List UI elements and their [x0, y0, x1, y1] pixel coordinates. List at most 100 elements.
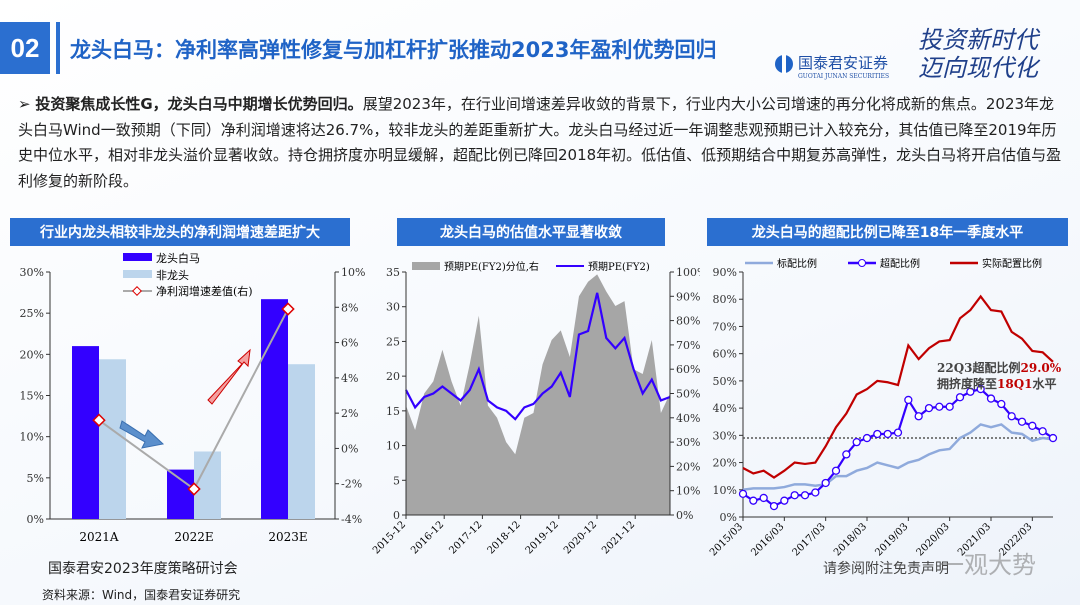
overweight-marker — [914, 412, 923, 421]
page-title: 龙头白马：净利率高弹性修复与加杠杆扩张推动2023年盈利优势回归 — [70, 38, 717, 62]
y-right-tick-label: 50% — [676, 388, 700, 401]
y-right-tick-label: 90% — [676, 290, 700, 303]
chart1-title: 行业内龙头相较非龙头的净利润增速差距扩大 — [10, 218, 350, 246]
legend-leader: 龙头白马 — [156, 251, 200, 265]
chart3-title: 龙头白马的超配比例已降至18年一季度水平 — [707, 218, 1068, 246]
watermark: 一观大势 — [940, 551, 1036, 579]
x-tick-label: 2015/03 — [708, 521, 745, 558]
x-tick-label: 2021A — [79, 530, 119, 544]
legend-diff-marker — [132, 286, 142, 296]
overweight-marker — [759, 493, 768, 503]
overweight-marker — [842, 450, 851, 459]
overweight-marker — [945, 402, 954, 411]
y-left-tick-label: 20% — [713, 457, 737, 470]
y-left-tick-label: 30% — [713, 429, 737, 442]
bar-leader — [72, 346, 99, 519]
overweight-marker — [769, 501, 779, 511]
overweight-marker — [1048, 433, 1058, 443]
slogan-line1: 投资新时代 — [918, 26, 1041, 54]
y-left-tick-label: 5% — [27, 472, 44, 485]
legend-marker — [858, 259, 866, 267]
legend-leader-swatch — [123, 253, 152, 261]
bullet-icon: ➢ — [18, 95, 31, 113]
overweight-marker — [1017, 417, 1027, 426]
y-left-tick-label: 30% — [20, 266, 44, 279]
logo-name: 国泰君安证券 — [798, 54, 888, 72]
y-left-tick-label: 60% — [713, 348, 737, 361]
y-right-tick-label: 6% — [341, 337, 358, 350]
y-left-tick-label: 0% — [720, 511, 737, 524]
x-tick-label: 2016-12 — [409, 519, 446, 556]
x-tick-label: 2018/03 — [832, 521, 869, 558]
diff-marker — [92, 413, 106, 427]
pe-line — [405, 292, 671, 421]
y-left-tick-label: 0 — [393, 509, 400, 522]
x-tick-label: 2019-12 — [524, 519, 561, 556]
diff-marker — [281, 302, 295, 316]
y-right-tick-label: 0% — [341, 442, 358, 455]
y-right-tick-label: 30% — [676, 436, 700, 449]
y-left-tick-label: 20 — [386, 370, 400, 383]
overweight-marker — [800, 491, 810, 500]
overweight-marker — [976, 384, 985, 394]
overweight-marker — [811, 488, 820, 497]
y-left-tick-label: 50% — [713, 375, 737, 388]
overweight-marker — [821, 478, 830, 488]
company-logo: 国泰君安证券 GUOTAI JUNAN SECURITIES 投资新时代 迈向现… — [770, 10, 1070, 82]
y-left-tick-label: 0% — [27, 513, 44, 526]
y-left-tick-label: 70% — [713, 320, 737, 333]
y-right-tick-label: 20% — [676, 460, 700, 473]
overweight-marker — [1038, 427, 1047, 436]
x-tick-label: 2018-12 — [486, 519, 523, 556]
y-left-tick-label: 20% — [20, 348, 44, 361]
overweight-marker — [873, 429, 882, 439]
overweight-marker — [852, 437, 861, 447]
overweight-marker — [883, 429, 892, 439]
overweight-marker — [955, 393, 965, 402]
chart-overweight-ratio: 0% 10% 20% 30% 40% 50% 60% 70% 80% 90% 2015/03 2016… — [708, 257, 1062, 558]
legend-label: 超配比例 — [880, 257, 920, 270]
y-left-tick-label: 10% — [713, 484, 737, 497]
y-right-tick-label: 10% — [676, 485, 700, 498]
logo-english: GUOTAI JUNAN SECURITIES — [798, 73, 889, 80]
overweight-ratio-line — [742, 387, 1054, 508]
x-tick-label: 2016/03 — [749, 521, 786, 558]
y-right-tick-label: 2% — [341, 407, 358, 420]
legend-percentile: 预期PE(FY2)分位,右 — [444, 260, 539, 273]
y-left-tick-label: 90% — [713, 266, 737, 279]
overweight-marker — [831, 466, 841, 475]
disclaimer: 请参阅附注免责声明 — [823, 561, 949, 577]
annotation-line2: 拥挤度降至18Q1水平 — [937, 376, 1057, 391]
overweight-marker — [790, 491, 799, 500]
up-arrow-icon — [207, 348, 251, 405]
bar-leader — [167, 469, 194, 519]
legend-percentile-swatch — [412, 262, 440, 270]
overweight-marker — [893, 428, 903, 437]
slogan-line2: 迈向现代化 — [918, 54, 1041, 80]
y-left-tick-label: 10 — [386, 440, 400, 453]
overweight-marker — [986, 394, 996, 403]
overweight-marker — [924, 403, 934, 413]
x-tick-label: 2019/03 — [873, 521, 910, 558]
y-left-tick-label: 30 — [386, 301, 400, 314]
legend-diff: 净利润增速差值(右) — [156, 284, 253, 298]
y-right-tick-label: 40% — [676, 412, 700, 425]
section-number: 02 — [0, 22, 50, 74]
title-divider — [56, 22, 60, 74]
y-right-tick-label: 70% — [676, 339, 700, 352]
percentile-area — [406, 274, 670, 515]
legend-nonleader: 非龙头 — [156, 269, 189, 282]
diff-line — [98, 308, 289, 491]
paragraph-lead: 投资聚焦成长性G，龙头白马中期增长优势回归。 — [35, 95, 363, 113]
overweight-marker — [966, 387, 975, 396]
y-right-tick-label: -2% — [341, 478, 362, 491]
x-tick-label: 2017-12 — [447, 519, 484, 556]
x-tick-label: 2020-12 — [562, 519, 599, 556]
diff-marker — [187, 482, 201, 496]
actual-ratio-line — [742, 294, 1054, 479]
legend-label: 实际配置比例 — [982, 257, 1042, 270]
legend-pe: 预期PE(FY2) — [588, 261, 650, 273]
x-tick-label: 2015-12 — [371, 519, 408, 556]
chart-valuation: 0 5 10 15 20 25 30 35 0% 10% 20% 30% 40% 50% 60% 70% 80%… — [371, 260, 700, 557]
y-right-tick-label: 80% — [676, 315, 700, 328]
